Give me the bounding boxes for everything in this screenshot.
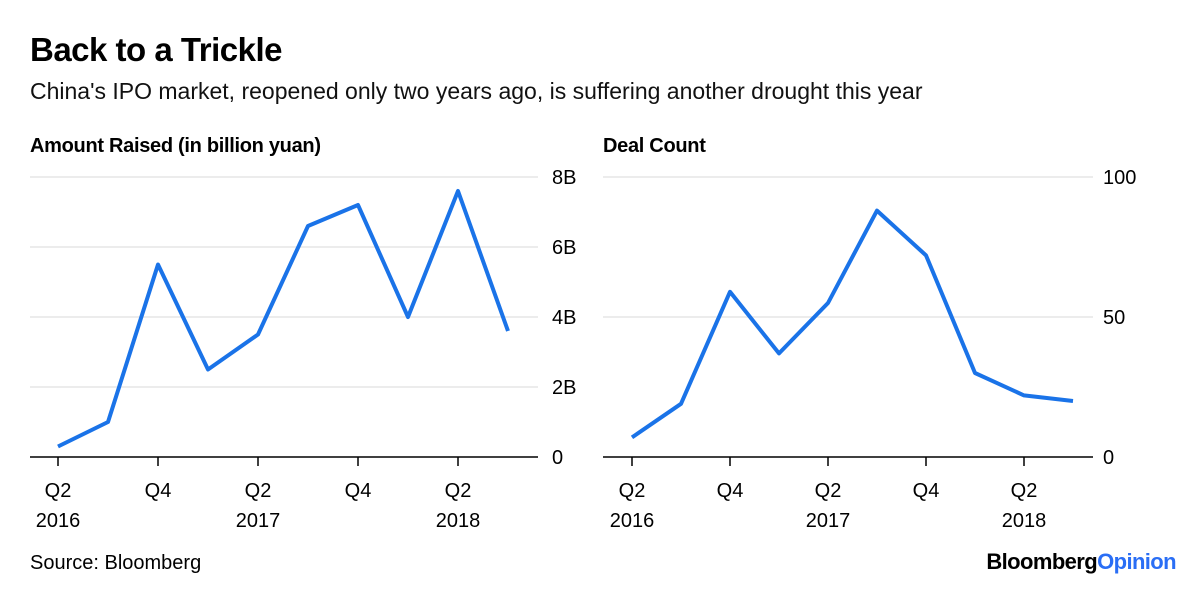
amount-y-tick-label: 0 xyxy=(552,447,563,469)
amount-x-tick-label: Q4 xyxy=(345,480,372,502)
amount-y-tick-label: 6B xyxy=(552,237,576,259)
deals-x-tick-label: Q4 xyxy=(913,480,940,502)
amount-x-tick-year: 2018 xyxy=(436,510,481,532)
deals-x-tick-label: Q2 xyxy=(815,480,842,502)
deals-series-line xyxy=(630,208,1074,440)
amount-raised-chart: 0 2B 4B 6B 8B Q2 2016 Q4 Q2 2017 Q4 Q2 2018 xyxy=(30,167,576,532)
deals-x-tick-year: 2018 xyxy=(1002,510,1047,532)
amount-x-tick-year: 2016 xyxy=(36,510,81,532)
amount-y-tick-label: 8B xyxy=(552,167,576,189)
amount-y-tick-label: 2B xyxy=(552,377,576,399)
deal-count-title: Deal Count xyxy=(603,135,706,157)
deals-y-tick-label: 100 xyxy=(1103,167,1136,189)
deals-y-tick-label: 50 xyxy=(1103,307,1125,329)
chart-title: Back to a Trickle xyxy=(30,31,282,68)
deals-x-tick-label: Q2 xyxy=(619,480,646,502)
deals-x-tick-year: 2016 xyxy=(610,510,655,532)
amount-x-tick-label: Q2 xyxy=(245,480,272,502)
amount-x-tick-label: Q4 xyxy=(145,480,172,502)
deals-y-tick-label: 0 xyxy=(1103,447,1114,469)
deals-x-tick-year: 2017 xyxy=(806,510,851,532)
bloomberg-opinion-logo: BloombergOpinion xyxy=(986,548,1176,576)
brand-bloomberg: Bloomberg xyxy=(986,549,1098,574)
source-note: Source: Bloomberg xyxy=(30,552,202,574)
deal-count-chart: 0 50 100 Q2 2016 Q4 Q2 2017 Q4 Q2 2018 xyxy=(603,167,1136,532)
amount-raised-title: Amount Raised (in billion yuan) xyxy=(30,135,321,157)
deals-x-tick-label: Q4 xyxy=(717,480,744,502)
chart-subtitle: China's IPO market, reopened only two ye… xyxy=(30,78,923,104)
amount-x-tick-label: Q2 xyxy=(45,480,72,502)
amount-series-line xyxy=(57,189,510,449)
amount-x-tick-year: 2017 xyxy=(236,510,281,532)
deals-x-tick-label: Q2 xyxy=(1011,480,1038,502)
brand-opinion: Opinion xyxy=(1097,549,1177,574)
amount-y-tick-label: 4B xyxy=(552,307,576,329)
amount-x-tick-label: Q2 xyxy=(445,480,472,502)
